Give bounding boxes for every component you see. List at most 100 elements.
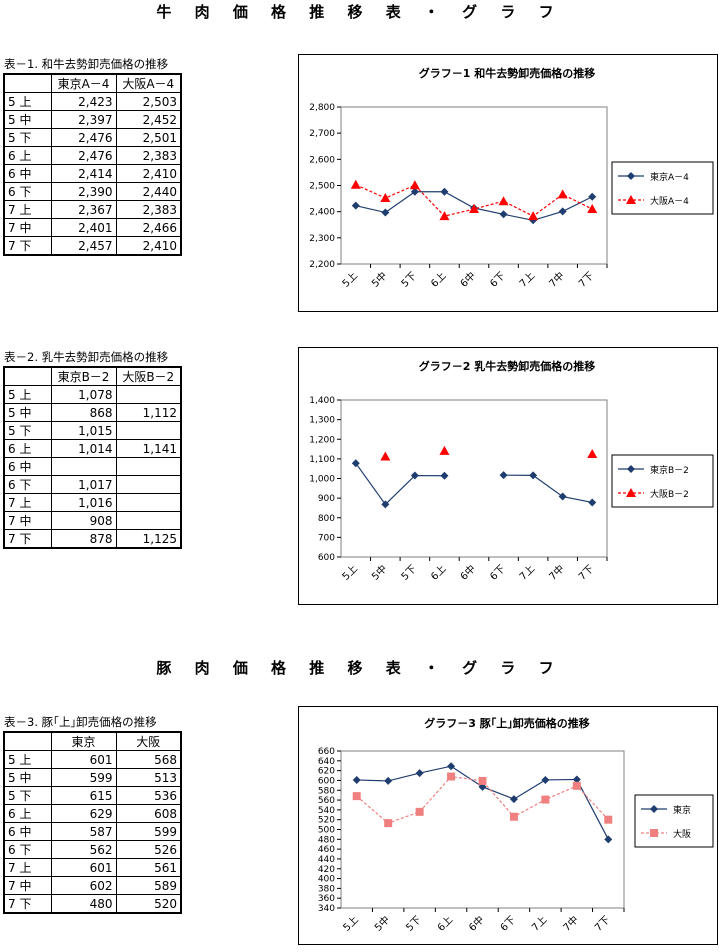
table-header-cell [3, 73, 52, 93]
tokyo-value: 1,078 [50, 385, 117, 404]
table-1: 東京A－4 大阪A－4 5 上 2,423 2,503 5 中 2,397 2,452 … [3, 73, 182, 256]
data-point [478, 776, 487, 785]
y-tick-label: 640 [318, 757, 335, 767]
y-tick-label: 900 [318, 494, 335, 504]
data-point [604, 815, 613, 824]
legend-label: 東京 [673, 804, 691, 816]
x-tick-label: 7下 [577, 270, 596, 289]
data-point [588, 192, 597, 201]
table-row: 6 中 587 599 [3, 822, 182, 841]
tokyo-value: 878 [50, 529, 117, 549]
chart-2-frame: グラフ－2 乳牛去勢卸売価格の推移 600 700 800 900 1,000 1,100 1… [298, 347, 718, 605]
tokyo-value: 868 [50, 403, 117, 422]
data-point [541, 775, 550, 784]
tokyo-value: 1,016 [50, 493, 117, 512]
y-tick-label: 2,300 [309, 234, 335, 244]
x-tick-label: 5下 [400, 270, 419, 289]
table-row: 5 中 2,397 2,452 [3, 110, 182, 129]
data-point [528, 211, 539, 221]
table-header-row: 東京 大阪 [3, 731, 182, 751]
data-point [509, 812, 518, 821]
x-tick-label: 5中 [369, 562, 390, 583]
osaka-value: 2,383 [115, 146, 182, 165]
tokyo-value: 2,476 [50, 128, 117, 147]
data-point [415, 807, 424, 816]
table-row: 5 上 2,423 2,503 [3, 92, 182, 111]
data-point [439, 211, 450, 221]
row-label: 5 上 [3, 385, 52, 404]
tokyo-value: 601 [50, 750, 117, 769]
table-row: 6 下 2,390 2,440 [3, 182, 182, 201]
tokyo-value: 2,476 [50, 146, 117, 165]
data-point [498, 196, 509, 206]
y-tick-label: 540 [318, 806, 335, 816]
chart-1-frame: グラフ－1 和牛去勢卸売価格の推移 2,200 2,300 2,400 2,500 2,6… [298, 54, 718, 312]
data-point [380, 193, 391, 203]
row-label: 5 中 [3, 110, 52, 129]
y-tick-label: 620 [318, 767, 335, 777]
tokyo-value: 562 [50, 840, 117, 859]
x-tick-label: 6下 [488, 563, 507, 582]
table-row: 5 下 615 536 [3, 786, 182, 805]
osaka-value: 2,440 [115, 182, 182, 201]
y-tick-label: 480 [318, 835, 335, 845]
osaka-value [115, 475, 182, 494]
osaka-value [115, 493, 182, 512]
tokyo-value: 599 [50, 768, 117, 787]
data-point [469, 204, 479, 214]
y-tick-label: 1,100 [309, 455, 335, 465]
table-header-cell: 東京 [50, 731, 117, 751]
osaka-value: 2,383 [115, 200, 182, 219]
data-point [384, 776, 393, 785]
data-point [447, 772, 456, 781]
x-tick-label: 7中 [546, 269, 567, 290]
y-tick-label: 420 [318, 865, 335, 875]
y-tick-label: 460 [318, 845, 335, 855]
data-point [440, 187, 449, 196]
osaka-value: 568 [115, 750, 182, 769]
y-tick-label: 500 [318, 826, 335, 836]
tokyo-value: 587 [50, 822, 117, 841]
table-row: 7 下 2,457 2,410 [3, 236, 182, 256]
y-tick-label: 580 [318, 786, 335, 796]
x-tick-label: 6下 [499, 914, 518, 933]
y-tick-label: 600 [318, 776, 335, 786]
y-tick-label: 1,300 [309, 416, 335, 426]
x-tick-label: 5中 [372, 913, 393, 934]
x-tick-label: 6上 [429, 563, 449, 583]
chart-title: グラフ－3 豚｢上｣卸売価格の推移 [424, 716, 589, 730]
legend-marker [627, 465, 635, 473]
row-label: 7 中 [3, 876, 52, 895]
legend-box [611, 454, 714, 508]
data-point [478, 782, 487, 791]
data-point [509, 795, 518, 804]
row-label: 5 上 [3, 92, 52, 111]
tokyo-value: 629 [50, 804, 117, 823]
tokyo-value: 2,423 [50, 92, 117, 111]
data-point [381, 208, 390, 217]
row-label: 6 下 [3, 840, 52, 859]
tokyo-value: 1,015 [50, 421, 117, 440]
tokyo-value: 908 [50, 511, 117, 530]
table-row: 6 下 562 526 [3, 840, 182, 859]
table-2-caption: 表－2. 乳牛去勢卸売価格の推移 [4, 350, 169, 364]
osaka-value: 526 [115, 840, 182, 859]
tokyo-value: 615 [50, 786, 117, 805]
osaka-value: 589 [115, 876, 182, 895]
row-label: 6 上 [3, 804, 52, 823]
y-tick-label: 400 [318, 875, 335, 885]
legend-label: 大阪 [673, 828, 691, 840]
data-point [572, 781, 581, 790]
row-label: 7 上 [3, 200, 52, 219]
data-point [381, 500, 390, 509]
data-point [439, 445, 450, 455]
y-tick-label: 380 [318, 884, 335, 894]
x-tick-label: 5中 [369, 269, 390, 290]
table-row: 6 上 629 608 [3, 804, 182, 823]
data-point [352, 775, 361, 784]
y-tick-label: 2,400 [309, 208, 335, 218]
table-row: 7 下 480 520 [3, 894, 182, 914]
row-label: 6 上 [3, 439, 52, 458]
y-tick-label: 440 [318, 855, 335, 865]
legend-marker [626, 488, 636, 497]
